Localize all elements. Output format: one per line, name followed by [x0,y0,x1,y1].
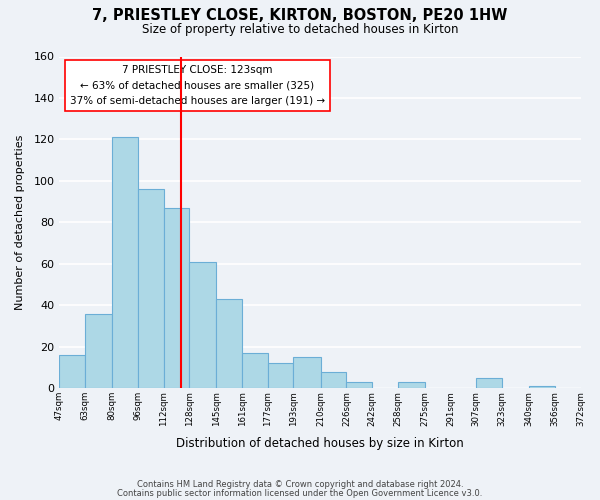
Bar [346,382,372,388]
Bar [59,355,85,388]
Bar [529,386,555,388]
Bar [164,208,189,388]
Y-axis label: Number of detached properties: Number of detached properties [15,134,25,310]
Bar [293,357,321,388]
Text: Contains HM Land Registry data © Crown copyright and database right 2024.: Contains HM Land Registry data © Crown c… [137,480,463,489]
Text: Size of property relative to detached houses in Kirton: Size of property relative to detached ho… [142,22,458,36]
Text: 7, PRIESTLEY CLOSE, KIRTON, BOSTON, PE20 1HW: 7, PRIESTLEY CLOSE, KIRTON, BOSTON, PE20… [92,8,508,22]
Bar [321,372,346,388]
Bar [398,382,425,388]
Bar [85,314,112,388]
Bar [189,262,217,388]
X-axis label: Distribution of detached houses by size in Kirton: Distribution of detached houses by size … [176,437,464,450]
Bar [217,299,242,388]
Bar [138,189,164,388]
Bar [476,378,502,388]
Text: Contains public sector information licensed under the Open Government Licence v3: Contains public sector information licen… [118,490,482,498]
Bar [268,364,293,388]
Bar [242,353,268,388]
Text: 7 PRIESTLEY CLOSE: 123sqm
← 63% of detached houses are smaller (325)
37% of semi: 7 PRIESTLEY CLOSE: 123sqm ← 63% of detac… [70,65,325,106]
Bar [112,138,138,388]
